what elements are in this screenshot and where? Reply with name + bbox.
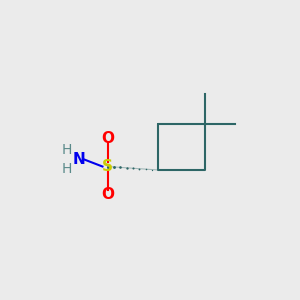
Text: H: H bbox=[62, 162, 72, 176]
Text: N: N bbox=[72, 152, 85, 167]
Text: O: O bbox=[101, 187, 114, 202]
Text: O: O bbox=[101, 131, 114, 146]
Text: H: H bbox=[62, 143, 72, 157]
Text: S: S bbox=[102, 159, 113, 174]
